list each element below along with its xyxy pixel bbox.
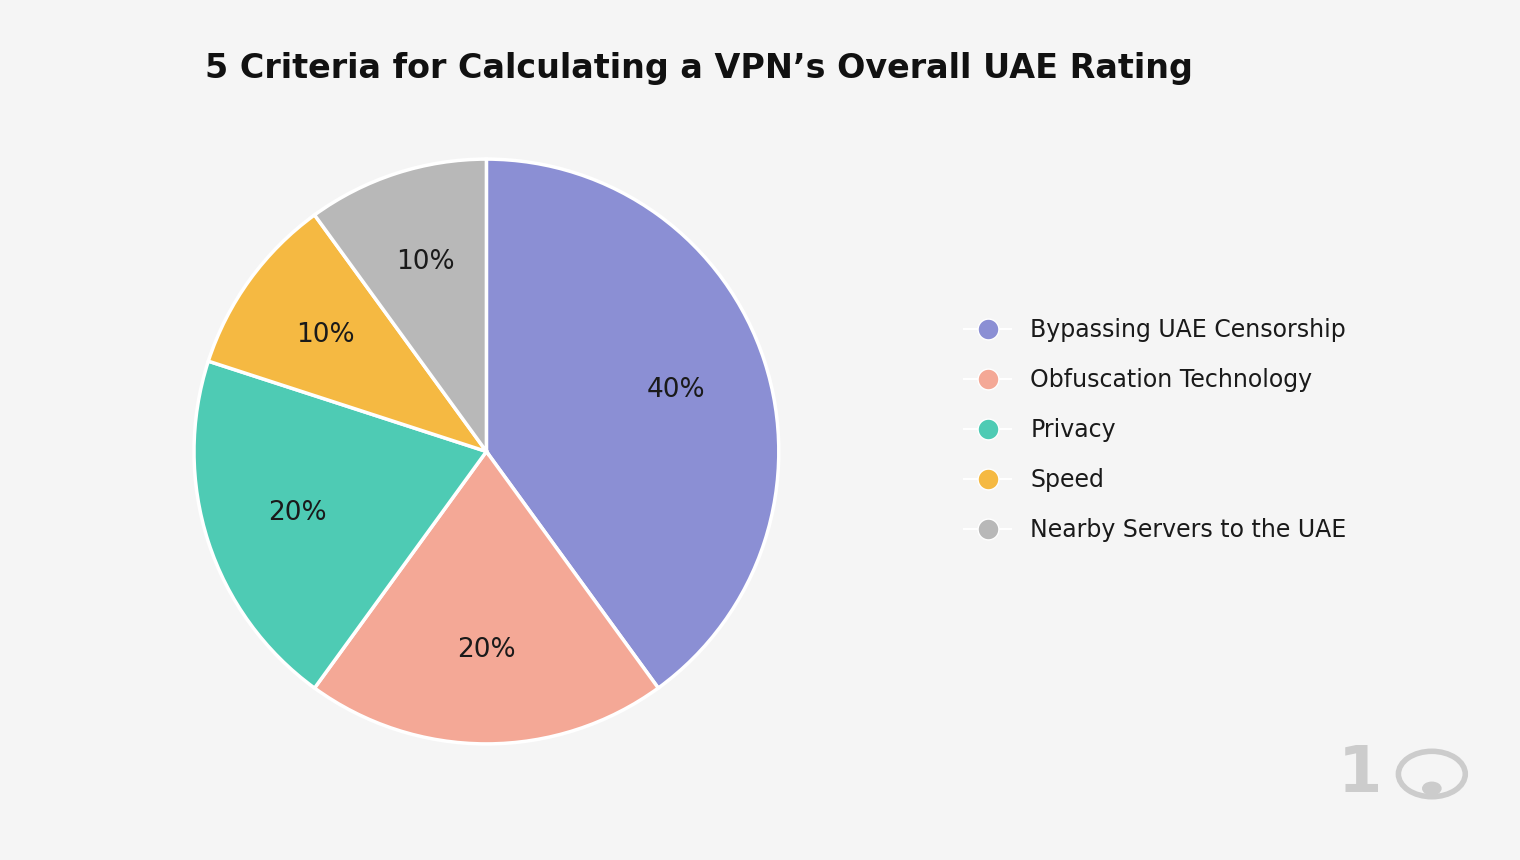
Text: 5 Criteria for Calculating a VPN’s Overall UAE Rating: 5 Criteria for Calculating a VPN’s Overa… bbox=[205, 52, 1193, 85]
Text: 40%: 40% bbox=[646, 377, 705, 403]
Wedge shape bbox=[315, 452, 658, 744]
Text: 20%: 20% bbox=[268, 500, 327, 526]
Legend: Bypassing UAE Censorship, Obfuscation Technology, Privacy, Speed, Nearby Servers: Bypassing UAE Censorship, Obfuscation Te… bbox=[964, 318, 1347, 542]
Wedge shape bbox=[486, 159, 778, 688]
Text: 10%: 10% bbox=[296, 322, 354, 347]
Text: 20%: 20% bbox=[458, 637, 515, 663]
Circle shape bbox=[1423, 783, 1441, 795]
Wedge shape bbox=[315, 159, 486, 452]
Text: 1: 1 bbox=[1338, 743, 1383, 805]
Wedge shape bbox=[208, 215, 486, 452]
Text: 10%: 10% bbox=[395, 249, 454, 275]
Wedge shape bbox=[195, 361, 486, 688]
